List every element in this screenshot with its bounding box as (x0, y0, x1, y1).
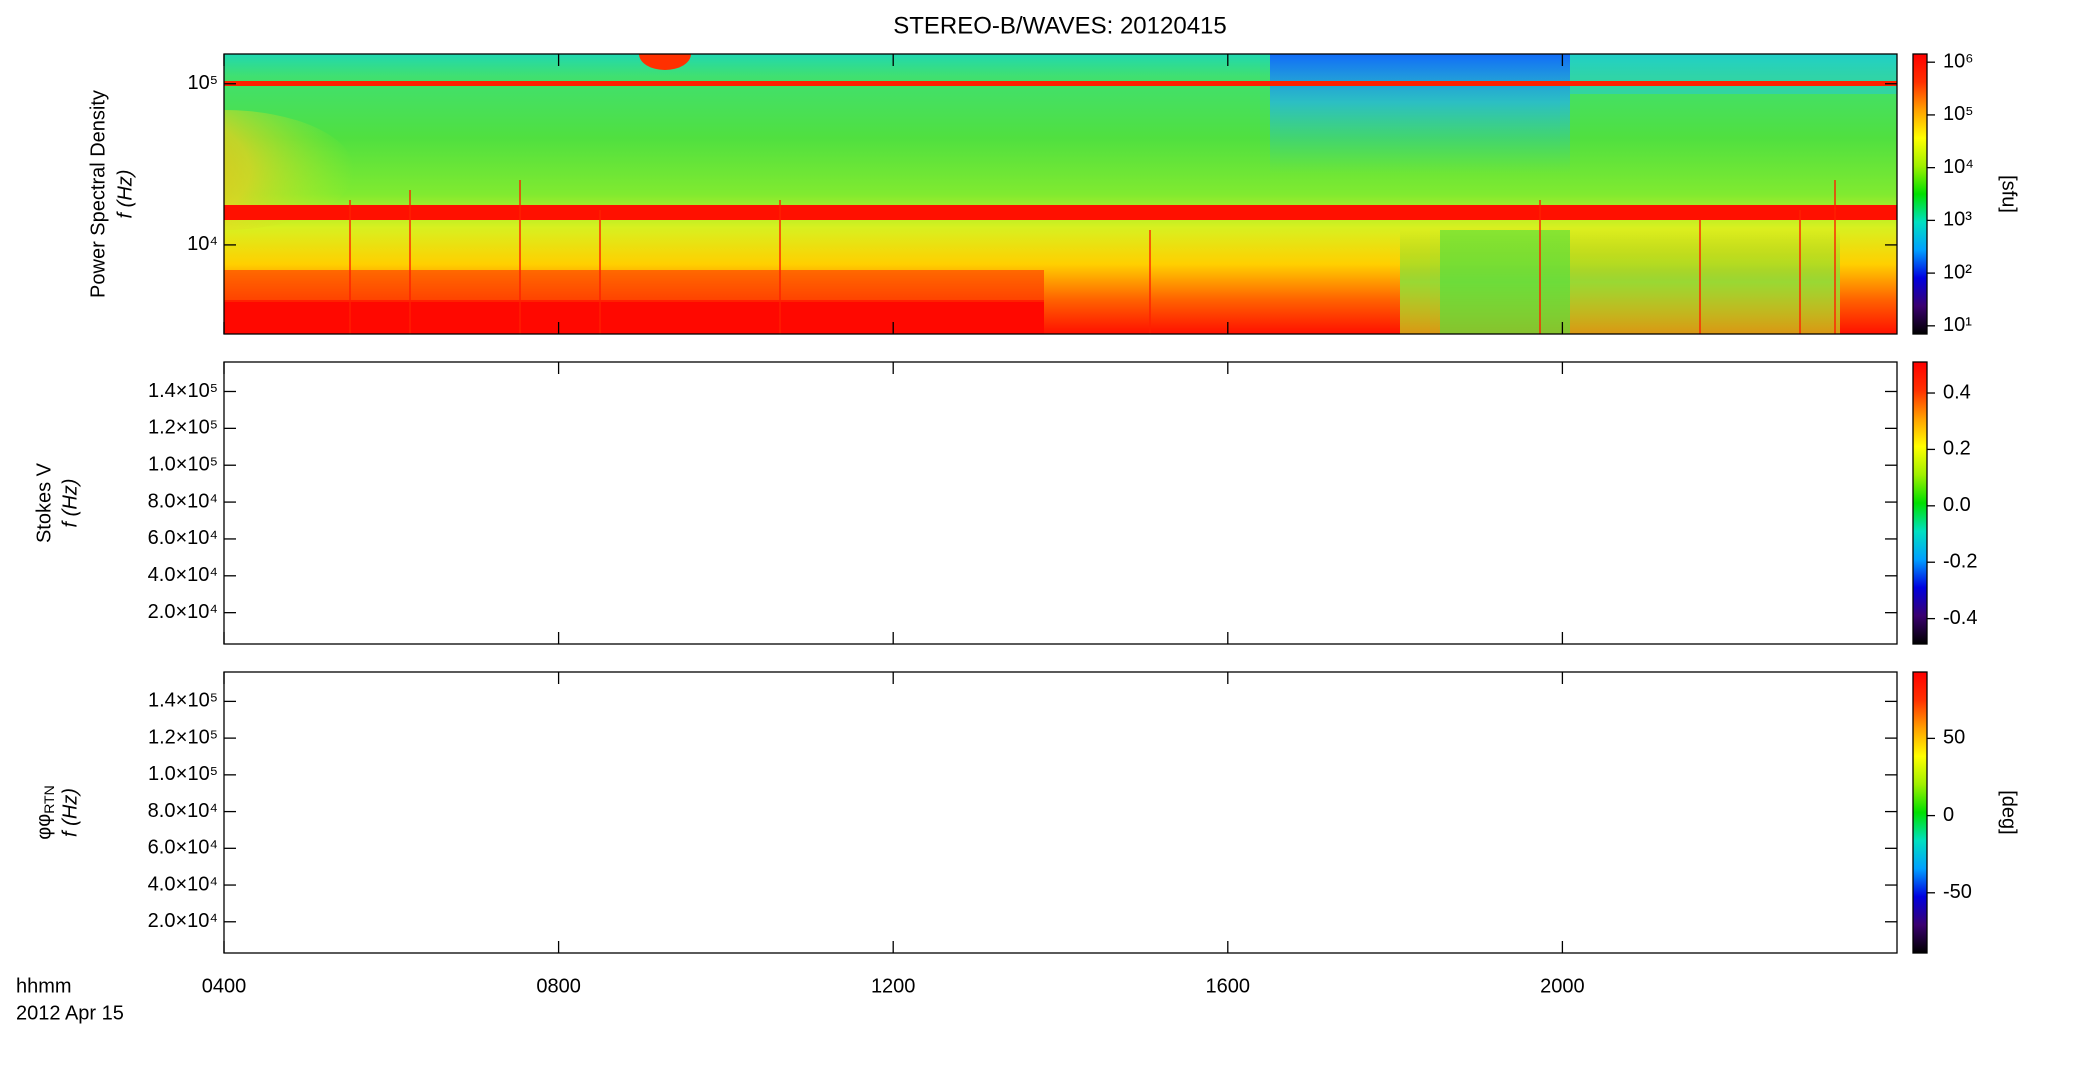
colorbar-tick-label: 10⁴ (1943, 156, 1974, 178)
y-axis-label: f (Hz) (114, 170, 136, 219)
colorbar-tick-label: 0 (1943, 804, 1954, 826)
plot-frame (223, 671, 1898, 954)
y-tick-label: 4.0×10⁴ (148, 873, 218, 895)
colorbar-tick-label: -0.4 (1943, 607, 1977, 629)
colorbar-tick-label: 10⁵ (1943, 103, 1974, 125)
y-axis-label-sub: RTN (41, 785, 57, 814)
colorbar (1912, 53, 1928, 335)
y-tick-label: 10⁵ (187, 72, 218, 94)
colorbar (1912, 361, 1928, 645)
y-tick-label: 1.0×10⁵ (148, 453, 218, 475)
chart-title: STEREO-B/WAVES: 20120415 (893, 12, 1226, 39)
y-tick-label: 1.4×10⁵ (148, 690, 218, 712)
x-tick-label: 2000 (1540, 975, 1585, 997)
colorbar-tick-label: 10² (1943, 261, 1972, 283)
y-tick-label: 1.2×10⁵ (148, 417, 218, 439)
x-tick-label: 0800 (536, 975, 581, 997)
colorbar-label: [sfu] (1998, 175, 2020, 213)
y-tick-label: 4.0×10⁴ (148, 564, 218, 586)
plot-frame (223, 53, 1898, 335)
spectrogram-image (224, 54, 1897, 334)
y-axis-label: Stokes V (33, 462, 55, 543)
colorbar-tick-label: 10¹ (1943, 314, 1972, 336)
y-tick-label: 2.0×10⁴ (148, 601, 218, 623)
y-axis-label: φ (33, 814, 55, 827)
colorbar-tick-label: -50 (1943, 881, 1972, 903)
y-axis-label: f (Hz) (59, 788, 81, 837)
y-axis-label: Power Spectral Density (87, 90, 109, 298)
date-label: 2012 Apr 15 (16, 1002, 124, 1024)
colorbar-tick-label: 0.2 (1943, 438, 1971, 460)
x-tick-label: 0400 (202, 975, 247, 997)
y-tick-label: 1.0×10⁵ (148, 763, 218, 785)
y-tick-label: 8.0×10⁴ (148, 800, 218, 822)
y-tick-label: 8.0×10⁴ (148, 490, 218, 512)
y-tick-label: 1.2×10⁵ (148, 726, 218, 748)
colorbar-tick-label: 10⁶ (1943, 50, 1973, 72)
colorbar-label: [deg] (1998, 790, 2020, 834)
plot-frame (223, 361, 1898, 645)
x-axis-label: hhmm (16, 975, 72, 997)
colorbar-tick-label: 50 (1943, 727, 1965, 749)
x-tick-label: 1200 (871, 975, 916, 997)
y-axis-label-group: φφRTN (33, 785, 56, 839)
x-tick-label: 1600 (1206, 975, 1251, 997)
colorbar (1912, 671, 1928, 954)
colorbar-tick-label: 0.4 (1943, 381, 1971, 403)
y-axis-label: f (Hz) (59, 479, 81, 528)
colorbar-tick-label: 10³ (1943, 209, 1972, 231)
y-tick-label: 10⁴ (187, 233, 218, 255)
y-tick-label: 6.0×10⁴ (148, 837, 218, 859)
y-tick-label: 6.0×10⁴ (148, 527, 218, 549)
colorbar-tick-label: -0.2 (1943, 551, 1977, 573)
colorbar-tick-label: 0.0 (1943, 494, 1971, 516)
y-tick-label: 2.0×10⁴ (148, 910, 218, 932)
y-tick-label: 1.4×10⁵ (148, 380, 218, 402)
